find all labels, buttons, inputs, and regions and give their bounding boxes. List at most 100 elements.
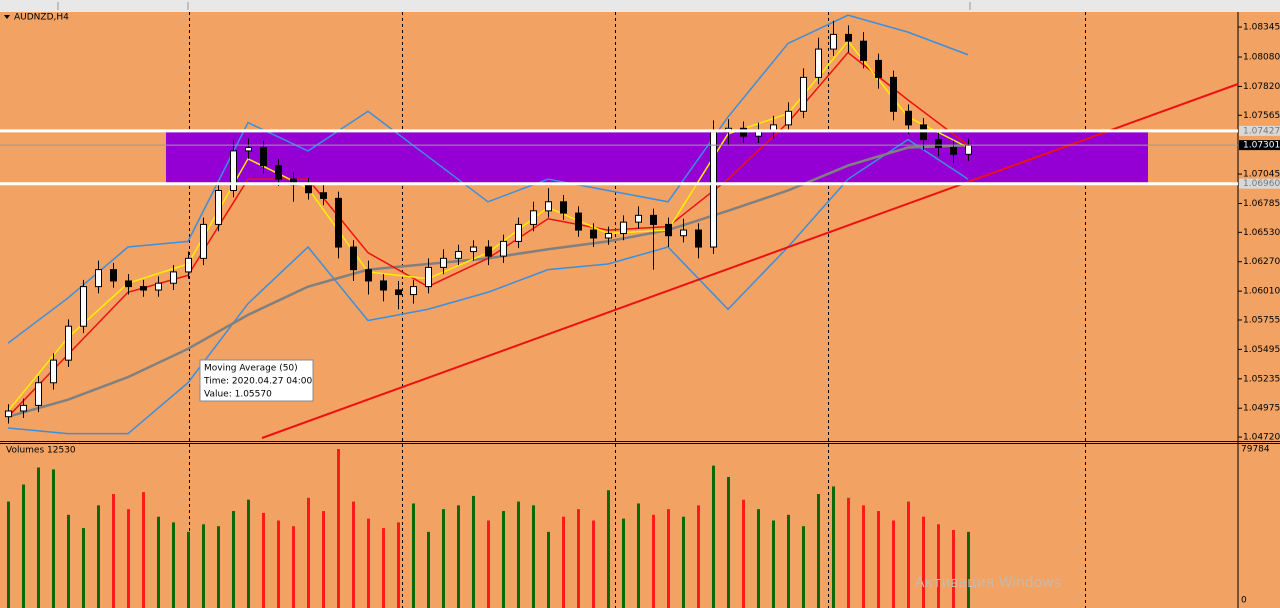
volume-bar <box>52 469 55 608</box>
volume-bar <box>907 501 910 608</box>
candle-body <box>80 286 87 327</box>
y-tick-label: 1.06010 <box>1243 287 1280 297</box>
zone-layer <box>166 130 1148 184</box>
volume-bar <box>712 465 715 608</box>
candle-body <box>665 223 672 237</box>
toolbar <box>0 0 1280 12</box>
candle-body <box>950 146 957 155</box>
y-tick-label: 1.07045 <box>1243 170 1280 180</box>
volume-bar <box>757 509 760 608</box>
volume-bar <box>577 509 580 608</box>
indicator-line <box>7 138 969 435</box>
volume-bar <box>847 497 850 608</box>
tooltip: Moving Average (50) Time: 2020.04.27 04:… <box>199 359 314 402</box>
volume-bar <box>202 524 205 608</box>
y-tick-label: 1.07565 <box>1243 111 1280 121</box>
tooltip-title: Moving Average (50) <box>204 364 298 374</box>
candle-body <box>65 325 72 361</box>
volume-bar <box>22 484 25 608</box>
volume-bar <box>892 520 895 608</box>
volume-bar <box>442 509 445 608</box>
candle-body <box>545 201 552 212</box>
candle-body <box>155 282 162 291</box>
volume-bar <box>217 526 220 608</box>
volume-bar <box>37 467 40 608</box>
volume-bar <box>457 505 460 608</box>
volume-bar <box>262 512 265 608</box>
volume-bar <box>937 524 940 608</box>
volume-bar <box>862 505 865 608</box>
candle-body <box>260 146 267 167</box>
volume-bar <box>307 497 310 608</box>
volume-bar <box>412 503 415 608</box>
volume-bar <box>292 526 295 608</box>
candle-body <box>410 286 417 296</box>
candle-body <box>380 280 387 291</box>
candle-body <box>200 223 207 259</box>
candle-body <box>20 404 27 412</box>
volume-bar <box>97 505 100 608</box>
candle-body <box>350 246 357 271</box>
candle-body <box>365 269 372 282</box>
candle-body <box>485 246 492 257</box>
candle-body <box>95 269 102 288</box>
volume-bar <box>277 520 280 608</box>
candle-body <box>245 146 252 152</box>
volume-bar <box>7 501 10 608</box>
candle-body <box>650 214 657 225</box>
volume-layer <box>7 449 970 608</box>
volume-bar <box>337 449 340 608</box>
y-tick-label: 1.06270 <box>1243 257 1280 267</box>
volume-bar <box>877 511 880 608</box>
volume-bar <box>112 494 115 608</box>
candle-body <box>305 184 312 194</box>
tooltip-box <box>199 359 314 402</box>
volume-bar <box>622 518 625 608</box>
y-tick-label: 1.08080 <box>1243 53 1280 63</box>
volume-bar <box>817 494 820 608</box>
y-tick-label: 1.04720 <box>1243 433 1280 443</box>
symbol-icon <box>4 15 10 19</box>
volume-tick-label: 79784 <box>1241 445 1270 455</box>
candle-body <box>335 197 342 248</box>
indicator-line <box>7 14 969 344</box>
volume-bar <box>382 528 385 608</box>
volume-bar <box>367 518 370 608</box>
candle-body <box>440 257 447 268</box>
candle-body <box>965 144 972 155</box>
candle-body <box>470 246 477 253</box>
y-tick-label: 1.07820 <box>1243 82 1280 92</box>
level-label-box <box>1239 178 1280 189</box>
candle-body <box>320 192 327 199</box>
volume-tick-label: 0 <box>1241 596 1247 606</box>
candle-body <box>695 229 702 248</box>
volume-bar <box>247 499 250 608</box>
axis-layer: 1.08345 1.08080 1.07820 1.07565 1.07045 1.067… <box>0 23 1280 606</box>
y-tick-label: 1.04975 <box>1243 404 1280 414</box>
candle-body <box>800 76 807 112</box>
volume-bar <box>832 486 835 608</box>
candle-body <box>560 201 567 214</box>
y-tick-label: 1.05235 <box>1243 374 1280 384</box>
candle-body <box>935 139 942 148</box>
candle-body <box>230 150 237 191</box>
volume-bar <box>397 522 400 608</box>
volume-bar <box>682 516 685 608</box>
candle-body <box>875 59 882 78</box>
current-price-box <box>1239 140 1280 151</box>
candle-body <box>605 232 612 239</box>
volume-bar <box>157 516 160 608</box>
candle-body <box>110 269 117 282</box>
candle-body <box>5 410 12 418</box>
candle-body <box>455 251 462 259</box>
candle-body <box>890 76 897 112</box>
volume-bar <box>952 529 955 608</box>
volume-bar <box>637 503 640 608</box>
y-tick-label: 1.06530 <box>1243 228 1280 238</box>
volume-bar <box>787 514 790 608</box>
volume-bar <box>472 495 475 608</box>
candle-body <box>590 229 597 239</box>
candle-body <box>185 257 192 273</box>
trendline <box>261 83 1239 439</box>
